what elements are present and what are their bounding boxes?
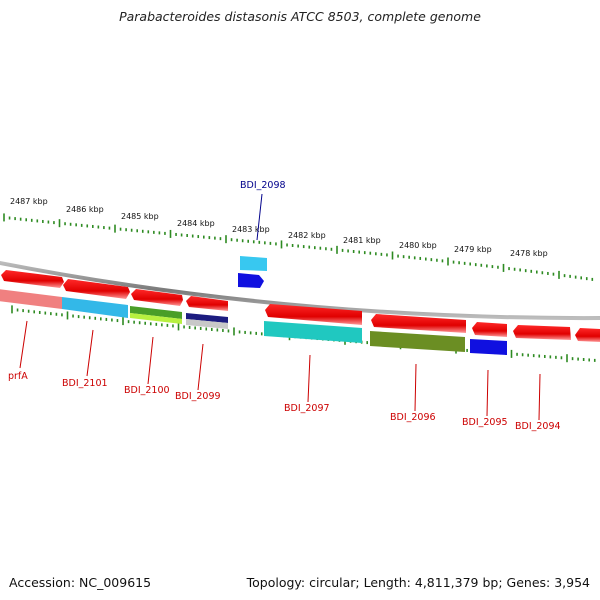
- gene-bdi-2098[interactable]: [240, 256, 267, 271]
- gene-label-bdi-2095: BDI_2095: [462, 417, 508, 428]
- genome-summary-text: Topology: circular; Length: 4,811,379 bp…: [246, 575, 590, 590]
- scale-label-2487: 2487 kbp: [10, 197, 48, 206]
- scale-label-2482: 2482 kbp: [288, 231, 326, 240]
- plus-gene-1[interactable]: [1, 270, 64, 288]
- scale-label-2483: 2483 kbp: [232, 225, 270, 234]
- gene-label-bdi-2097: BDI_2097: [284, 403, 330, 414]
- gene-label-bdi-2094: BDI_2094: [515, 421, 561, 432]
- scale-label-2480: 2480 kbp: [399, 241, 437, 250]
- scale-label-2481: 2481 kbp: [343, 236, 381, 245]
- gene-bdi-2100-light: [130, 313, 182, 324]
- gene-bdi-2099[interactable]: [186, 313, 228, 323]
- scale-label-2485: 2485 kbp: [121, 212, 159, 221]
- gene-bdi-2101[interactable]: [62, 297, 128, 318]
- gene-label-prfA: prfA: [8, 371, 28, 382]
- map-title: Parabacteroides distasonis ATCC 8503, co…: [119, 9, 481, 24]
- plus-gene-8[interactable]: [513, 325, 571, 340]
- scale-label-2479: 2479 kbp: [454, 245, 492, 254]
- plus-gene-2[interactable]: [63, 279, 130, 299]
- gene-prfA[interactable]: [0, 289, 62, 309]
- plus-gene-5[interactable]: [265, 304, 362, 325]
- gene-bdi-2097[interactable]: [264, 321, 362, 343]
- gene-label-bdi-2100: BDI_2100: [124, 385, 170, 396]
- plus-gene-7[interactable]: [472, 322, 507, 337]
- leader-line-bdi-2098: [256, 193, 263, 241]
- plus-gene-9[interactable]: [575, 328, 600, 342]
- scale-label-2486: 2486 kbp: [66, 205, 104, 214]
- gene-label-bdi-2099: BDI_2099: [175, 391, 221, 402]
- gene-label-bdi-2098: BDI_2098: [240, 180, 286, 191]
- outer-scale-ticks: [3, 213, 594, 281]
- plus-gene-3[interactable]: [131, 289, 183, 306]
- leader-lines: [19, 320, 541, 421]
- gene-bdi-2099-light: [186, 319, 228, 329]
- scale-label-2478: 2478 kbp: [510, 249, 548, 258]
- gene-bdi-2096[interactable]: [370, 331, 465, 352]
- scale-label-2484: 2484 kbp: [177, 219, 215, 228]
- gene-bdi-2100[interactable]: [130, 306, 182, 319]
- plus-gene-4[interactable]: [186, 296, 228, 311]
- gene-bdi-2098-plus[interactable]: [238, 273, 264, 288]
- gene-label-bdi-2096: BDI_2096: [390, 412, 436, 423]
- plus-gene-6[interactable]: [371, 314, 466, 333]
- gene-label-bdi-2101: BDI_2101: [62, 378, 108, 389]
- gene-bdi-2095[interactable]: [470, 339, 507, 355]
- genome-backbone: [0, 260, 600, 321]
- accession-text: Accession: NC_009615: [9, 575, 152, 590]
